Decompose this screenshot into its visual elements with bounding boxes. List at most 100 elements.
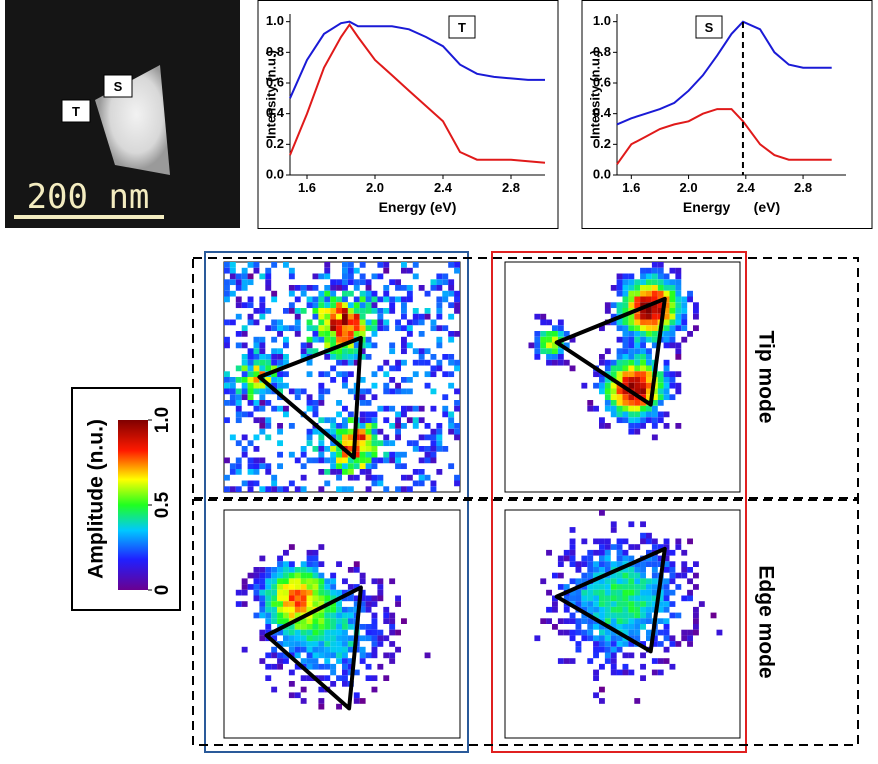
- map-pixel: [569, 561, 576, 567]
- map-pixel: [306, 405, 313, 412]
- map-pixel: [418, 313, 425, 320]
- map-pixel: [383, 457, 390, 464]
- map-pixel: [253, 595, 260, 602]
- map-pixel: [669, 549, 676, 556]
- map-pixel: [365, 675, 372, 681]
- map-pixel: [651, 405, 658, 412]
- map-pixel: [640, 365, 646, 372]
- map-pixel: [628, 290, 635, 297]
- map-pixel: [288, 273, 295, 280]
- map-pixel: [259, 555, 266, 562]
- map-pixel: [616, 365, 623, 372]
- map-pixel: [418, 469, 425, 475]
- map-pixel: [552, 325, 558, 332]
- map-pixel: [436, 279, 443, 286]
- map-pixel: [628, 521, 635, 528]
- map-pixel: [306, 601, 313, 607]
- map-pixel: [675, 544, 682, 550]
- map-pixel: [616, 549, 623, 556]
- map-pixel: [442, 394, 449, 401]
- map-pixel: [288, 480, 295, 487]
- map-pixel: [534, 342, 541, 349]
- map-pixel: [259, 382, 266, 389]
- map-pixel: [312, 629, 319, 636]
- map-pixel: [336, 641, 342, 647]
- map-pixel: [300, 348, 307, 355]
- map-pixel: [454, 296, 460, 303]
- map-pixel: [306, 457, 313, 464]
- map-pixel: [265, 624, 272, 630]
- map-pixel: [253, 382, 260, 389]
- map-pixel: [418, 359, 425, 366]
- map-pixel: [412, 319, 419, 326]
- map-pixel: [359, 446, 366, 452]
- map-pixel: [640, 382, 646, 389]
- map-pixel: [651, 290, 658, 297]
- map-pixel: [395, 359, 401, 366]
- series-line: [289, 22, 546, 164]
- map-pixel: [424, 290, 431, 297]
- map-pixel: [581, 555, 588, 562]
- map-pixel: [634, 319, 641, 326]
- map-pixel: [687, 296, 693, 303]
- map-pixel: [342, 359, 348, 366]
- map-pixel: [401, 302, 407, 309]
- map-pixel: [265, 417, 272, 424]
- map-pixel: [235, 377, 242, 383]
- map-pixel: [640, 331, 646, 337]
- map-pixel: [430, 319, 437, 326]
- chart-frame: [581, 0, 873, 229]
- map-pixel: [283, 584, 289, 590]
- map-pixel: [359, 411, 366, 418]
- map-pixel: [359, 331, 366, 337]
- map-pixel: [359, 400, 366, 406]
- map-pixel: [371, 601, 378, 607]
- map-pixel: [599, 382, 605, 389]
- map-pixel: [312, 658, 319, 664]
- map-pixel: [628, 578, 635, 585]
- map-pixel: [229, 273, 236, 280]
- map-pixel: [371, 440, 378, 447]
- map-pixel: [663, 302, 670, 309]
- map-pixel: [663, 584, 670, 590]
- map-pixel: [235, 469, 242, 475]
- map-pixel: [365, 474, 372, 481]
- map-pixel: [318, 336, 325, 343]
- map-pixel: [318, 451, 325, 458]
- map-pixel: [599, 325, 605, 332]
- map-pixel: [651, 411, 658, 418]
- map-pixel: [657, 388, 664, 395]
- map-pixel: [300, 285, 307, 291]
- map-pixel: [663, 538, 670, 545]
- map-pixel: [277, 629, 283, 636]
- map-pixel: [306, 549, 313, 556]
- map-pixel: [610, 624, 617, 630]
- map-pixel: [610, 521, 617, 528]
- map-pixel: [288, 681, 295, 687]
- map-pixel: [575, 589, 582, 596]
- map-pixel: [271, 486, 278, 493]
- map-pixel: [259, 336, 266, 343]
- map-pixel: [342, 469, 348, 475]
- map-pixel: [318, 618, 325, 624]
- y-tick-label: 0.8: [593, 44, 611, 59]
- map-pixel: [300, 618, 307, 624]
- map-pixel: [359, 589, 366, 596]
- map-pixel: [312, 646, 319, 653]
- map-pixel: [575, 624, 582, 630]
- map-pixel: [377, 440, 384, 447]
- map-pixel: [342, 612, 348, 619]
- map-pixel: [241, 589, 248, 596]
- map-pixel: [552, 348, 558, 355]
- map-pixel: [330, 365, 337, 372]
- map-pixel: [581, 629, 588, 636]
- map-pixel: [330, 279, 337, 286]
- map-pixel: [330, 296, 337, 303]
- map-pixel: [342, 606, 348, 613]
- map-pixel: [283, 641, 289, 647]
- map-pixel: [359, 348, 366, 355]
- map-pixel: [241, 285, 248, 291]
- map-pixel: [651, 555, 658, 562]
- map-pixel: [430, 325, 437, 332]
- map-pixel: [448, 285, 455, 291]
